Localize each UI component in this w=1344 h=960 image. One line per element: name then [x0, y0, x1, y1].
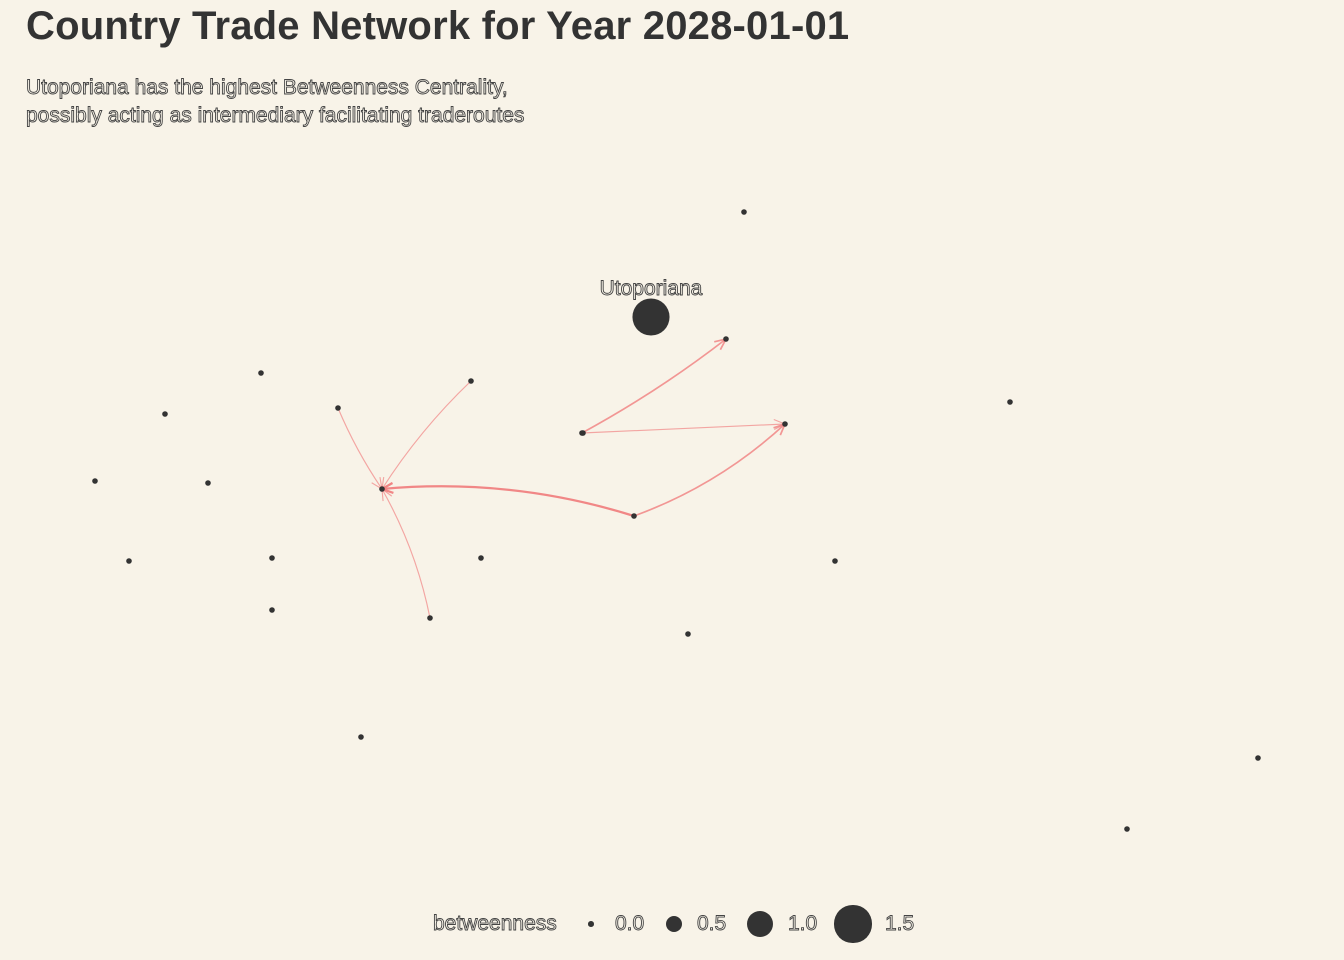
trade-edge [633, 423, 786, 517]
country-node [258, 370, 264, 376]
country-node [832, 558, 838, 564]
trade-edge [337, 407, 383, 490]
trade-edge [381, 488, 431, 619]
legend-key-dot [665, 915, 683, 933]
legend-title: betweenness [433, 912, 558, 936]
subtitle-line-1: Utoporiana has the highest Betweenness C… [26, 76, 509, 100]
country-node [782, 421, 788, 427]
labels-layer: Utoporiana [599, 277, 703, 301]
country-node [126, 558, 132, 564]
country-node [1007, 399, 1013, 405]
edges-layer [337, 337, 787, 619]
country-node [631, 513, 637, 519]
country-node [269, 607, 275, 613]
country-node [162, 411, 168, 417]
trade-edge [381, 485, 635, 518]
country-node [269, 555, 275, 561]
country-node [723, 336, 729, 342]
nodes-layer [92, 209, 1261, 832]
country-node [379, 486, 385, 492]
legend-key-label: 0.0 [615, 912, 645, 936]
legend-key-dot [588, 921, 594, 927]
legend-key-label: 0.5 [697, 912, 727, 936]
country-node [1255, 755, 1261, 761]
legend-key-label: 1.0 [788, 912, 818, 936]
country-node [92, 478, 98, 484]
country-node [579, 430, 585, 436]
legend-key-dot [746, 910, 774, 938]
size-legend: betweenness 0.0 0.5 1.0 1.5 [0, 900, 1344, 950]
legend-key-dot [834, 905, 872, 943]
trade-edge [581, 338, 727, 434]
country-node [741, 209, 747, 215]
country-node [468, 378, 474, 384]
trade-edge [581, 423, 786, 434]
country-node [427, 615, 433, 621]
country-node [478, 555, 484, 561]
legend-key-label: 1.5 [885, 912, 915, 936]
country-node [205, 480, 211, 486]
node-utoporiana [632, 298, 670, 336]
country-node [1124, 826, 1130, 832]
country-node [685, 631, 691, 637]
chart-title: Country Trade Network for Year 2028-01-0… [26, 4, 850, 48]
trade-edge [381, 380, 472, 490]
node-label-utoporiana: Utoporiana [600, 277, 703, 300]
subtitle-line-2: possibly acting as intermediary facilita… [26, 104, 525, 128]
chart-subtitle: Utoporiana has the highest Betweenness C… [26, 74, 525, 130]
country-node [358, 734, 364, 740]
country-node [335, 405, 341, 411]
